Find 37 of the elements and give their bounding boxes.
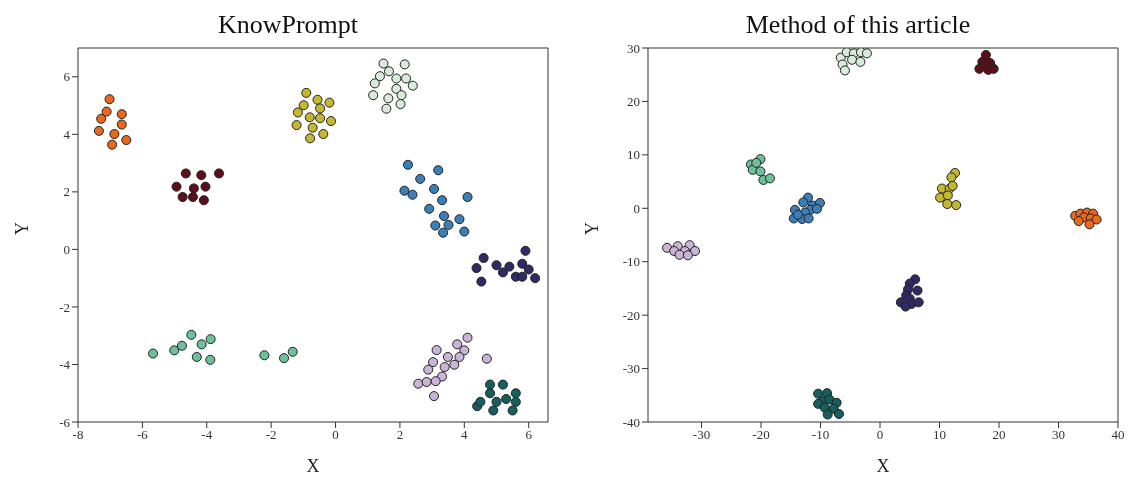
x-tick-label: 10 — [933, 427, 947, 443]
x-tick-label: -2 — [265, 427, 277, 443]
y-tick-label: -10 — [622, 254, 640, 270]
y-tick-label: 4 — [63, 126, 71, 142]
y-tick-label: 6 — [63, 69, 71, 85]
x-tick-label: -4 — [201, 427, 213, 443]
x-tick-label: -30 — [692, 427, 711, 443]
x-tick-label: 0 — [332, 427, 339, 443]
x-tick-label: 4 — [461, 427, 469, 443]
x-tick-label: 0 — [876, 427, 884, 443]
y-tick-label: -30 — [622, 361, 640, 377]
x-tick-label: 30 — [1052, 427, 1066, 443]
y-tick-label: 10 — [627, 147, 640, 163]
x-tick-label: 2 — [396, 427, 404, 443]
x-tick-label: -8 — [72, 427, 84, 443]
y-tick-label: 30 — [627, 40, 640, 56]
chart-title: Method of this article — [744, 9, 972, 41]
x-tick-label: 20 — [992, 427, 1006, 443]
y-tick-label: 2 — [63, 184, 70, 200]
y-tick-label: -2 — [59, 299, 70, 315]
x-axis-title: X — [306, 456, 320, 476]
x-tick-label: 40 — [1111, 427, 1125, 443]
x-tick-label: 6 — [525, 427, 533, 443]
x-tick-label: -6 — [136, 427, 149, 443]
y-axis-title: Y — [582, 222, 603, 235]
y-axis-title: Y — [12, 222, 33, 235]
chart-title: KnowPrompt — [216, 9, 360, 41]
y-tick-label: -6 — [59, 414, 71, 430]
y-tick-label: -20 — [622, 307, 640, 323]
x-tick-label: -10 — [811, 427, 830, 443]
y-tick-label: -4 — [59, 357, 71, 373]
x-axis-title: X — [876, 456, 890, 476]
y-tick-label: 0 — [63, 242, 70, 257]
y-tick-label: -40 — [622, 414, 640, 430]
x-tick-label: -20 — [752, 427, 770, 443]
y-tick-label: 0 — [633, 200, 640, 216]
y-tick-label: 20 — [627, 94, 640, 110]
